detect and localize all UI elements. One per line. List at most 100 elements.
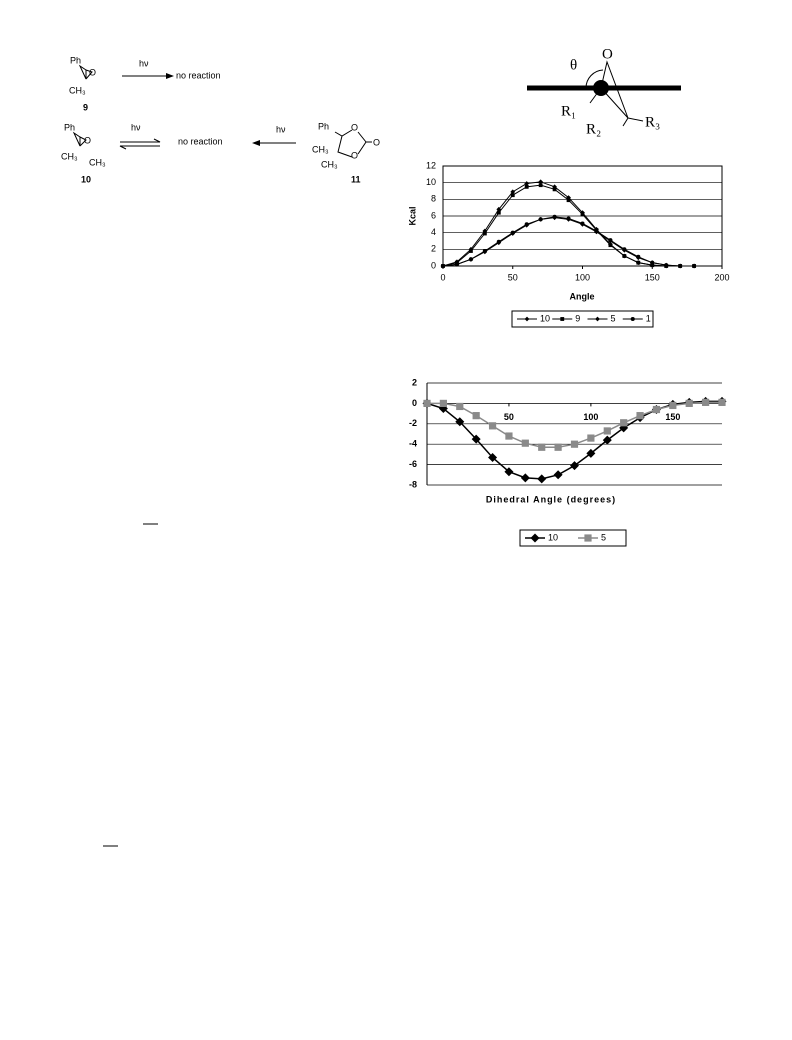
marker	[455, 417, 465, 427]
legend-marker	[630, 316, 635, 322]
y-tick-label: 6	[431, 210, 436, 220]
substituent: CH₃	[312, 144, 329, 154]
compound-number: 11	[351, 174, 361, 184]
x-tick-label: 50	[508, 272, 518, 282]
angle-label: θ	[570, 57, 577, 73]
marker	[496, 206, 502, 212]
marker	[636, 260, 641, 265]
marker	[566, 216, 571, 221]
plot-border	[442, 165, 723, 267]
x-axis-label: Angle	[569, 291, 594, 301]
bonds	[589, 60, 644, 127]
geometry-diagram: θ O R₁ R₂ R₃	[527, 46, 681, 137]
group-label: R₁	[561, 103, 576, 119]
marker	[504, 467, 514, 477]
y-tick-label: 4	[431, 227, 436, 237]
y-tick-label: -8	[409, 479, 417, 489]
ring-atom: O	[89, 67, 96, 77]
marker	[538, 183, 543, 188]
ring-atom: O	[351, 122, 358, 132]
marker	[510, 189, 516, 195]
condition: hν	[276, 124, 286, 134]
marker	[620, 419, 628, 427]
marker	[440, 263, 446, 269]
marker	[468, 249, 473, 253]
marker	[468, 257, 473, 262]
y-tick-label: 12	[426, 160, 436, 170]
marker	[552, 187, 557, 192]
legend-label: 10	[540, 313, 550, 323]
x-tick-label: 150	[665, 412, 680, 422]
scheme: Ph O CH₃ 9 hν no reaction Ph O CH₃ CH₃ 1…	[61, 55, 380, 184]
marker	[482, 231, 487, 236]
legend-marker	[560, 317, 565, 321]
legend-label: 10	[548, 532, 558, 542]
marker	[685, 399, 693, 407]
marker	[678, 263, 683, 269]
marker	[496, 210, 501, 215]
legend-marker	[584, 534, 592, 542]
y-tick-label: 0	[412, 398, 417, 408]
substituent: Ph	[70, 55, 81, 65]
carbonyl-atom: O	[373, 137, 380, 147]
group-label: R₂	[586, 121, 601, 137]
compound-number: 9	[83, 102, 88, 112]
y-tick-label: -2	[409, 418, 417, 428]
arrow-head	[252, 140, 260, 146]
marker	[636, 254, 641, 259]
marker	[636, 412, 644, 420]
marker	[586, 448, 596, 458]
epoxide-ring	[72, 131, 87, 147]
x-tick-label: 50	[504, 412, 514, 422]
marker	[580, 221, 585, 226]
marker	[587, 434, 595, 442]
x-tick-label: 200	[714, 272, 729, 282]
legend-label: 9	[575, 313, 580, 323]
marker	[439, 399, 447, 407]
legend-box	[511, 310, 654, 328]
marker	[488, 422, 497, 430]
legend-marker	[524, 316, 530, 322]
marker	[538, 179, 544, 185]
x-tick-label: 150	[645, 272, 660, 282]
ring-atom: O	[351, 150, 358, 160]
product: no reaction	[178, 136, 223, 146]
marker	[594, 228, 599, 234]
y-tick-label: -6	[409, 459, 417, 469]
marker	[692, 263, 697, 269]
marker	[510, 193, 515, 198]
substituent: CH₃	[89, 157, 106, 167]
legend-label: 5	[611, 313, 616, 323]
marker	[554, 443, 562, 451]
marker	[718, 398, 726, 406]
marker	[669, 401, 677, 410]
marker	[423, 399, 431, 407]
angle-arc	[585, 69, 604, 89]
substituent: CH₃	[61, 151, 78, 161]
marker	[505, 432, 513, 440]
marker	[622, 247, 627, 252]
marker	[650, 260, 655, 265]
condition: hν	[131, 122, 141, 132]
marker	[524, 184, 529, 189]
marker	[482, 248, 487, 254]
marker	[510, 230, 515, 235]
marker	[472, 412, 480, 420]
marker	[488, 452, 498, 462]
epoxide-ring	[78, 64, 93, 80]
x-tick-label: 100	[583, 412, 598, 422]
atom-label: O	[602, 46, 613, 62]
x-tick-label: 0	[440, 272, 445, 282]
marker	[602, 435, 612, 445]
marker	[553, 470, 563, 480]
atom	[593, 80, 609, 96]
x-axis-label: Dihedral Angle (degrees)	[486, 494, 616, 504]
marker	[537, 474, 547, 484]
substituent: Ph	[64, 122, 75, 132]
y-tick-label: 8	[431, 194, 436, 204]
y-tick-label: -4	[409, 439, 417, 449]
marker	[650, 263, 655, 268]
marker	[608, 243, 613, 248]
product: no reaction	[176, 70, 221, 80]
